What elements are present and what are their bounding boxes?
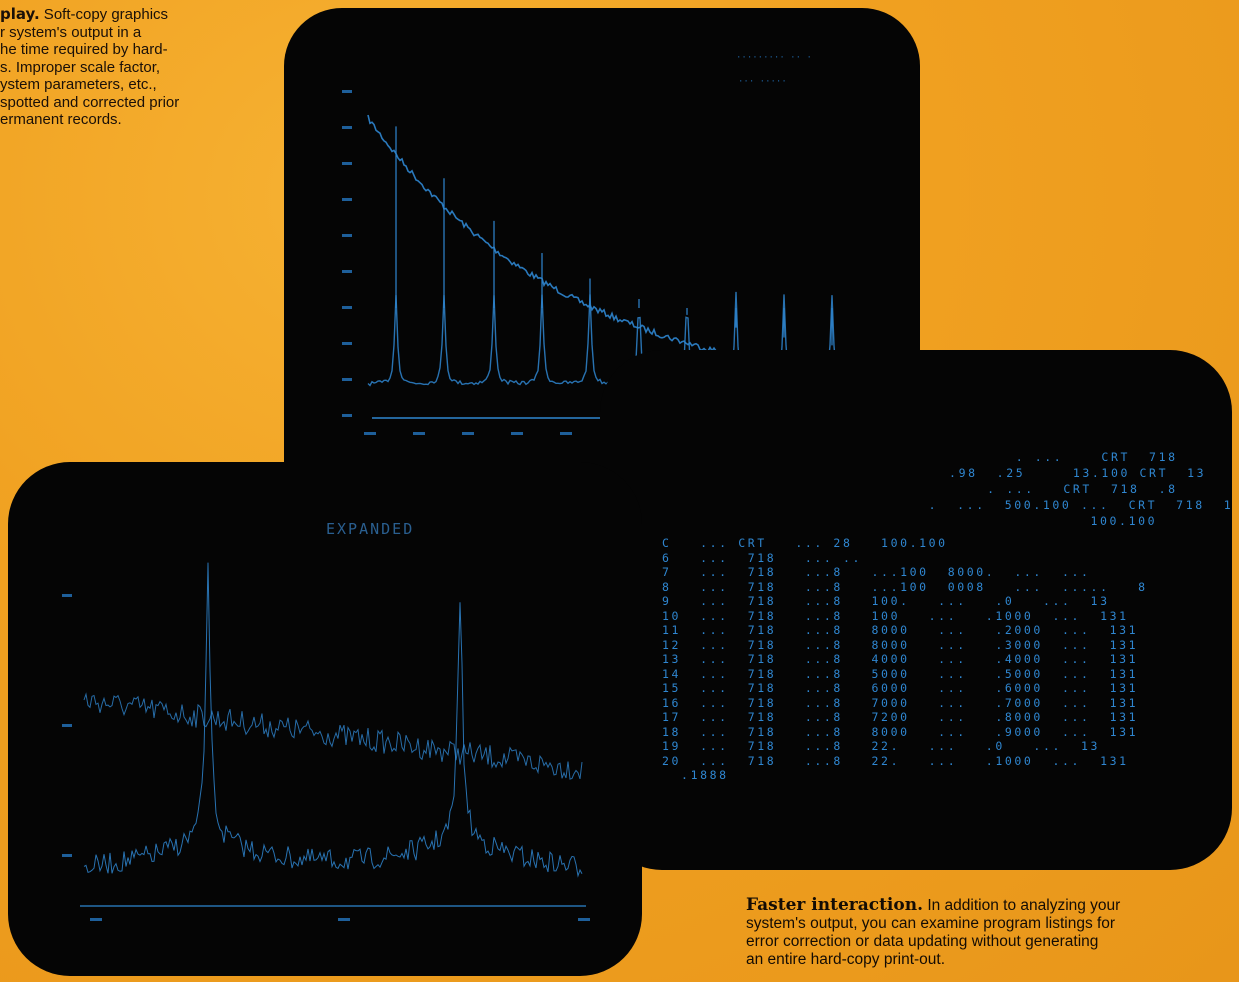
expanded-plot: EXPANDED (62, 520, 590, 921)
caption-display-heading: play. (0, 5, 40, 23)
y-tick-label (62, 854, 72, 857)
listing-line: 10 ... 718 ...8 100 ... .1000 ... 131 (662, 608, 1129, 623)
screen-expanded-plot: EXPANDED (8, 462, 642, 976)
caption-faster-text: In addition to analyzing your system's o… (746, 897, 1121, 968)
listing-line: 8 ... 718 ...8 ...100 0008 ... ..... 8 (662, 579, 1148, 594)
y-tick-label (342, 342, 352, 345)
listing-line: 19 ... 718 ...8 22. ... .0 ... 13 (662, 739, 1101, 753)
listing-line: 12 ... 718 ...8 8000 ... .3000 ... 131 (662, 637, 1139, 652)
y-tick-label (62, 594, 72, 597)
screen-program-listing: . ... CRT 718 .98 .25 13.100 CRT 13 . ..… (600, 350, 1232, 870)
caption-faster-interaction: Faster interaction. In addition to analy… (746, 896, 1226, 969)
listing-line: 9 ... 718 ...8 100. ... .0 ... 13 (662, 594, 1110, 608)
caption-display-text: Soft-copy graphics r system's output in … (0, 6, 180, 128)
listing-header-line: 100.100 (900, 514, 1158, 528)
listing-line: 16 ... 718 ...8 7000 ... .7000 ... 131 (662, 695, 1139, 710)
y-tick-label (62, 724, 72, 727)
listing-header-line: . ... CRT 718 .8 (930, 482, 1178, 496)
y-tick-label (342, 198, 352, 201)
y-tick-label (342, 414, 352, 417)
x-tick-label (338, 918, 350, 921)
x-tick-label (578, 918, 590, 921)
listing-line: C ... CRT ... 28 100.100 (662, 536, 948, 550)
x-tick-label (462, 432, 474, 435)
y-tick-label (342, 234, 352, 237)
y-tick-label (342, 90, 352, 93)
listing-line: 6 ... 718 ... .. (662, 550, 862, 565)
listing-line: 17 ... 718 ...8 7200 ... .8000 ... 131 (662, 710, 1139, 724)
listing-line: 11 ... 718 ...8 8000 ... .2000 ... 131 (662, 623, 1139, 637)
lower-resonance-trace (83, 562, 583, 878)
x-tick-label (560, 432, 572, 435)
listing-line: .1888 (662, 768, 729, 782)
listing-line: 13 ... 718 ...8 4000 ... .4000 ... 131 (662, 652, 1139, 666)
x-tick-label (511, 432, 523, 435)
caption-faster-heading: Faster interaction. (746, 895, 924, 915)
plot-corner-text: ········· ·· · ··· ····· (736, 53, 812, 87)
svg-text:··· ·····: ··· ····· (738, 77, 787, 87)
listing-header-line: .98 .25 13.100 CRT 13 (930, 466, 1207, 480)
x-tick-label (364, 432, 376, 435)
listing-line: 14 ... 718 ...8 5000 ... .5000 ... 131 (662, 666, 1139, 681)
program-listing: C ... CRT ... 28 100.100 6 ... 718 ... ..… (662, 536, 1148, 783)
y-tick-label (342, 270, 352, 273)
x-tick-label (413, 432, 425, 435)
listing-header-line: . ... 500.100 ... CRT 718 1 (900, 498, 1234, 512)
svg-text:········· ·· ·: ········· ·· · (736, 53, 812, 63)
listing-header-line: . ... CRT 718 (930, 450, 1178, 464)
y-tick-label (342, 378, 352, 381)
x-tick-label (90, 918, 102, 921)
listing-line: 7 ... 718 ...8 ...100 8000. ... ... (662, 565, 1091, 579)
upper-noise-trace (83, 692, 583, 780)
expanded-title: EXPANDED (326, 520, 414, 538)
caption-display: play. Soft-copy graphics r system's outp… (0, 5, 262, 129)
listing-line: 20 ... 718 ...8 22. ... .1000 ... 131 (662, 753, 1129, 768)
listing-line: 18 ... 718 ...8 8000 ... .9000 ... 131 (662, 724, 1139, 739)
y-tick-label (342, 306, 352, 309)
listing-line: 15 ... 718 ...8 6000 ... .6000 ... 131 (662, 681, 1139, 695)
y-tick-label (342, 126, 352, 129)
y-tick-label (342, 162, 352, 165)
